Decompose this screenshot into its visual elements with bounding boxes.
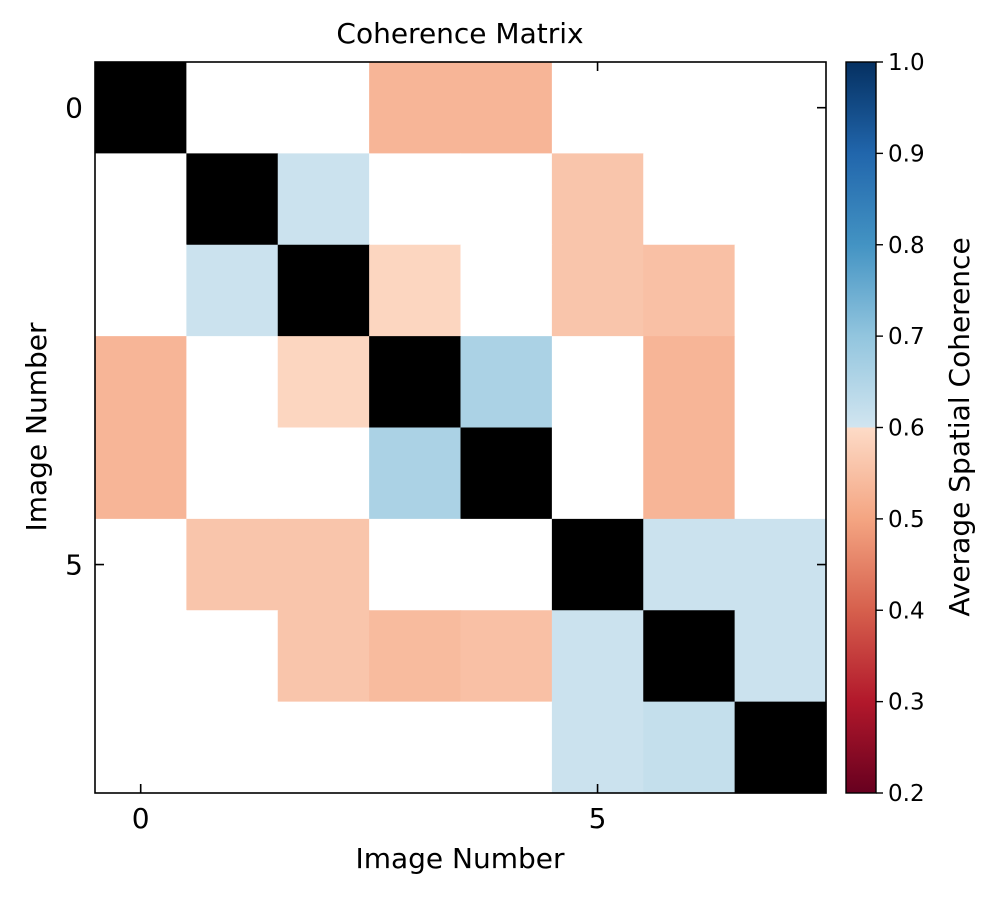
x-tick-label: 5 [589,802,607,835]
heatmap-cell-1-4 [460,153,553,246]
heatmap-cell-2-5 [551,244,644,337]
heatmap-cell-0-1 [186,62,279,154]
colorbar-tick-label: 0.2 [888,781,925,807]
heatmap-cell-5-6 [643,518,736,611]
colorbar-tick-label: 0.5 [888,507,925,533]
heatmap-cell-0-2 [277,62,370,154]
heatmap-cell-5-7 [734,518,827,611]
y-axis-label: Image Number [20,322,53,532]
heatmap-cell-7-5 [551,701,644,794]
heatmap-cell-2-3 [369,244,462,337]
colorbar-tick-label: 0.6 [888,416,925,442]
heatmap-cell-7-6 [643,701,736,794]
x-tick-label: 0 [132,802,150,835]
heatmap-cell-2-2 [277,244,370,337]
heatmap-cell-5-4 [460,518,553,611]
heatmap-cell-7-3 [369,701,462,794]
heatmap-cell-2-0 [95,244,187,337]
heatmap-cell-0-6 [643,62,736,154]
heatmap-cell-1-5 [551,153,644,246]
heatmap-cell-0-5 [551,62,644,154]
heatmap-cell-5-3 [369,518,462,611]
x-axis-label: Image Number [355,842,565,875]
heatmap-cell-2-6 [643,244,736,337]
heatmap-cell-4-3 [369,427,462,520]
heatmap-cell-6-4 [460,610,553,703]
colorbar-ticks: 0.2 0.3 0.4 0.5 0.6 0.7 0.8 0.9 1.0 [876,50,925,807]
heatmap-cell-1-3 [369,153,462,246]
heatmap-cell-1-6 [643,153,736,246]
heatmap-cells [95,62,827,794]
heatmap-cell-7-0 [95,701,187,794]
y-tick-label: 0 [65,92,83,125]
plot-frame [94,61,827,794]
heatmap-cell-6-2 [277,610,370,703]
heatmap-cell-5-1 [186,518,279,611]
heatmap-cell-5-0 [95,518,187,611]
heatmap-cell-4-6 [643,427,736,520]
colorbar [845,61,877,794]
heatmap-cell-7-2 [277,701,370,794]
heatmap-cell-3-6 [643,336,736,429]
colorbar-tick-label: 0.8 [888,233,925,259]
heatmap-cell-6-5 [551,610,644,703]
heatmap-cell-3-5 [551,336,644,429]
heatmap-cell-6-6 [643,610,736,703]
heatmap-cell-4-0 [95,427,187,520]
heatmap-cell-1-1 [186,153,279,246]
heatmap-cell-0-0 [95,62,187,154]
heatmap-cell-0-7 [734,62,827,154]
chart-title: Coherence Matrix [336,17,583,50]
colorbar-tick-label: 0.3 [888,690,925,716]
heatmap-cell-6-7 [734,610,827,703]
colorbar-tick-label: 0.4 [888,598,925,624]
heatmap-cell-2-7 [734,244,827,337]
heatmap-cell-0-3 [369,62,462,154]
heatmap-cell-3-7 [734,336,827,429]
colorbar-tick-label: 0.7 [888,324,925,350]
heatmap-cell-3-2 [277,336,370,429]
heatmap-cell-1-7 [734,153,827,246]
heatmap-cell-2-1 [186,244,279,337]
y-axis-ticks: 05 [65,92,826,582]
heatmap-cell-7-4 [460,701,553,794]
heatmap-cell-3-4 [460,336,553,429]
heatmap-cell-1-2 [277,153,370,246]
heatmap-cell-5-5 [551,518,644,611]
heatmap-cell-3-0 [95,336,187,429]
heatmap-cell-3-1 [186,336,279,429]
heatmap-cell-6-0 [95,610,187,703]
heatmap-cell-0-4 [460,62,553,154]
heatmap-cell-4-4 [460,427,553,520]
heatmap-cell-7-7 [734,701,827,794]
heatmap-cell-5-2 [277,518,370,611]
colorbar-tick-label: 1.0 [888,50,925,76]
heatmap-cell-4-7 [734,427,827,520]
heatmap-cell-4-5 [551,427,644,520]
colorbar-label: Average Spatial Coherence [943,237,976,616]
heatmap-cell-4-1 [186,427,279,520]
heatmap-cell-6-3 [369,610,462,703]
heatmap-cell-4-2 [277,427,370,520]
colorbar-tick-label: 0.9 [888,141,925,167]
heatmap-cell-3-3 [369,336,462,429]
heatmap-cell-1-0 [95,153,187,246]
heatmap-cell-6-1 [186,610,279,703]
y-tick-label: 5 [65,549,83,582]
heatmap-cell-7-1 [186,701,279,794]
heatmap-cell-2-4 [460,244,553,337]
